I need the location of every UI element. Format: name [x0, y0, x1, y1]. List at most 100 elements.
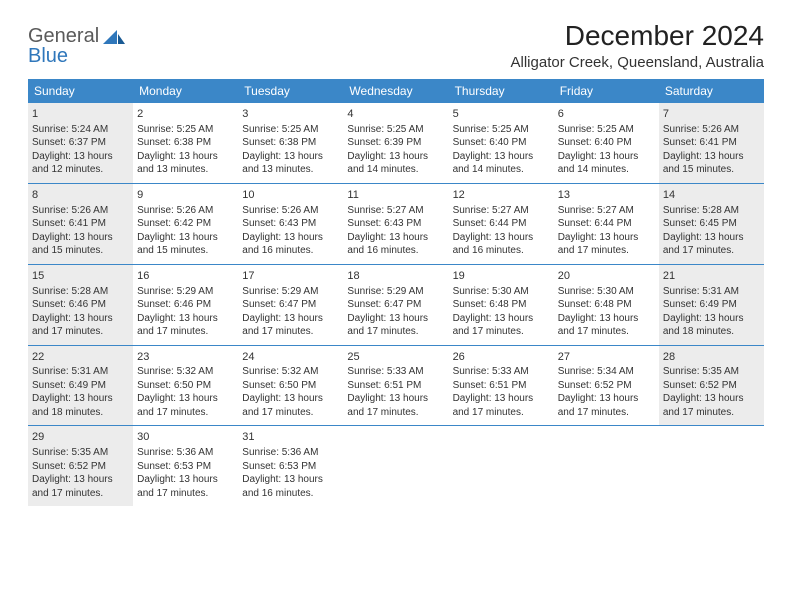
- cell-sunrise: Sunrise: 5:26 AM: [242, 204, 339, 218]
- weeks-container: 1Sunrise: 5:24 AMSunset: 6:37 PM Daylight…: [28, 103, 764, 506]
- calendar-cell: 8Sunrise: 5:26 AMSunset: 6:41 PMDaylight…: [28, 184, 133, 264]
- day-number: 23: [137, 350, 234, 365]
- location: Alligator Creek, Queensland, Australia: [511, 54, 764, 71]
- cell-daylight1: Daylight: 13 hours: [347, 392, 444, 406]
- cell-daylight1: Daylight: 13 hours: [347, 231, 444, 245]
- cell-daylight2: and 17 minutes.: [137, 487, 234, 501]
- day-number: 22: [32, 350, 129, 365]
- cell-sunrise: Sunrise: 5:25 AM: [453, 123, 550, 137]
- calendar-cell: 4Sunrise: 5:25 AMSunset: 6:39 PMDaylight…: [343, 103, 448, 183]
- cell-daylight2: and 17 minutes.: [32, 487, 129, 501]
- cell-sunrise: Sunrise: 5:32 AM: [242, 365, 339, 379]
- day-header-monday: Monday: [133, 79, 238, 103]
- day-number: 10: [242, 188, 339, 203]
- month-title: December 2024: [511, 20, 764, 52]
- cell-sunset: Sunset: 6:48 PM: [558, 298, 655, 312]
- cell-daylight1: Daylight: 13 hours: [558, 150, 655, 164]
- calendar-cell: 3Sunrise: 5:25 AMSunset: 6:38 PMDaylight…: [238, 103, 343, 183]
- cell-sunrise: Sunrise: 5:29 AM: [347, 285, 444, 299]
- page: General Blue December 2024 Alligator Cre…: [0, 0, 792, 526]
- calendar-cell: 24Sunrise: 5:32 AMSunset: 6:50 PMDayligh…: [238, 346, 343, 426]
- cell-sunrise: Sunrise: 5:27 AM: [558, 204, 655, 218]
- cell-daylight1: Daylight: 13 hours: [242, 473, 339, 487]
- cell-sunset: Sunset: 6:37 PM: [32, 136, 129, 150]
- header: General Blue December 2024 Alligator Cre…: [28, 20, 764, 71]
- logo-blue: Blue: [28, 46, 99, 66]
- calendar-cell: 26Sunrise: 5:33 AMSunset: 6:51 PMDayligh…: [449, 346, 554, 426]
- cell-sunrise: Sunrise: 5:30 AM: [453, 285, 550, 299]
- calendar-cell: [659, 426, 764, 506]
- cell-daylight2: and 17 minutes.: [242, 325, 339, 339]
- calendar: Sunday Monday Tuesday Wednesday Thursday…: [28, 79, 764, 506]
- cell-daylight2: and 15 minutes.: [32, 244, 129, 258]
- cell-daylight2: and 14 minutes.: [558, 163, 655, 177]
- cell-sunset: Sunset: 6:44 PM: [558, 217, 655, 231]
- cell-daylight2: and 13 minutes.: [242, 163, 339, 177]
- day-number: 2: [137, 107, 234, 122]
- cell-daylight1: Daylight: 13 hours: [242, 312, 339, 326]
- cell-sunrise: Sunrise: 5:26 AM: [137, 204, 234, 218]
- calendar-cell: 23Sunrise: 5:32 AMSunset: 6:50 PMDayligh…: [133, 346, 238, 426]
- calendar-cell: 7Sunrise: 5:26 AMSunset: 6:41 PMDaylight…: [659, 103, 764, 183]
- day-number: 29: [32, 430, 129, 445]
- cell-sunset: Sunset: 6:43 PM: [242, 217, 339, 231]
- cell-sunset: Sunset: 6:42 PM: [137, 217, 234, 231]
- calendar-cell: 27Sunrise: 5:34 AMSunset: 6:52 PMDayligh…: [554, 346, 659, 426]
- cell-sunrise: Sunrise: 5:36 AM: [137, 446, 234, 460]
- cell-sunset: Sunset: 6:43 PM: [347, 217, 444, 231]
- day-number: 12: [453, 188, 550, 203]
- day-number: 28: [663, 350, 760, 365]
- cell-daylight2: and 12 minutes.: [32, 163, 129, 177]
- title-block: December 2024 Alligator Creek, Queenslan…: [511, 20, 764, 71]
- logo: General Blue: [28, 20, 125, 66]
- cell-sunset: Sunset: 6:48 PM: [453, 298, 550, 312]
- cell-daylight2: and 17 minutes.: [663, 406, 760, 420]
- cell-sunset: Sunset: 6:47 PM: [242, 298, 339, 312]
- cell-daylight1: Daylight: 13 hours: [453, 231, 550, 245]
- cell-sunrise: Sunrise: 5:33 AM: [347, 365, 444, 379]
- day-number: 31: [242, 430, 339, 445]
- cell-daylight2: and 17 minutes.: [32, 325, 129, 339]
- cell-sunset: Sunset: 6:41 PM: [663, 136, 760, 150]
- day-number: 1: [32, 107, 129, 122]
- cell-daylight2: and 13 minutes.: [137, 163, 234, 177]
- calendar-cell: 5Sunrise: 5:25 AMSunset: 6:40 PMDaylight…: [449, 103, 554, 183]
- calendar-cell: 21Sunrise: 5:31 AMSunset: 6:49 PMDayligh…: [659, 265, 764, 345]
- cell-daylight2: and 17 minutes.: [453, 325, 550, 339]
- cell-sunset: Sunset: 6:53 PM: [137, 460, 234, 474]
- cell-daylight1: Daylight: 13 hours: [347, 150, 444, 164]
- cell-sunrise: Sunrise: 5:28 AM: [32, 285, 129, 299]
- cell-sunrise: Sunrise: 5:25 AM: [347, 123, 444, 137]
- cell-daylight2: and 18 minutes.: [32, 406, 129, 420]
- day-number: 17: [242, 269, 339, 284]
- cell-sunset: Sunset: 6:40 PM: [558, 136, 655, 150]
- cell-daylight1: Daylight: 13 hours: [663, 231, 760, 245]
- cell-sunrise: Sunrise: 5:25 AM: [242, 123, 339, 137]
- calendar-cell: 11Sunrise: 5:27 AMSunset: 6:43 PMDayligh…: [343, 184, 448, 264]
- cell-sunrise: Sunrise: 5:35 AM: [663, 365, 760, 379]
- cell-sunset: Sunset: 6:41 PM: [32, 217, 129, 231]
- cell-daylight1: Daylight: 13 hours: [32, 312, 129, 326]
- day-number: 14: [663, 188, 760, 203]
- cell-sunrise: Sunrise: 5:32 AM: [137, 365, 234, 379]
- day-header-wednesday: Wednesday: [343, 79, 448, 103]
- cell-sunrise: Sunrise: 5:25 AM: [137, 123, 234, 137]
- cell-sunset: Sunset: 6:40 PM: [453, 136, 550, 150]
- cell-daylight2: and 14 minutes.: [347, 163, 444, 177]
- day-number: 27: [558, 350, 655, 365]
- day-number: 13: [558, 188, 655, 203]
- cell-daylight1: Daylight: 13 hours: [32, 231, 129, 245]
- cell-sunrise: Sunrise: 5:29 AM: [242, 285, 339, 299]
- cell-daylight1: Daylight: 13 hours: [242, 231, 339, 245]
- calendar-cell: 25Sunrise: 5:33 AMSunset: 6:51 PMDayligh…: [343, 346, 448, 426]
- cell-sunset: Sunset: 6:38 PM: [137, 136, 234, 150]
- cell-sunrise: Sunrise: 5:24 AM: [32, 123, 129, 137]
- sail-icon: [103, 30, 125, 44]
- day-number: 11: [347, 188, 444, 203]
- cell-daylight1: Daylight: 13 hours: [137, 231, 234, 245]
- cell-sunset: Sunset: 6:51 PM: [347, 379, 444, 393]
- cell-daylight1: Daylight: 13 hours: [558, 231, 655, 245]
- cell-daylight2: and 17 minutes.: [347, 325, 444, 339]
- cell-sunset: Sunset: 6:51 PM: [453, 379, 550, 393]
- cell-sunset: Sunset: 6:47 PM: [347, 298, 444, 312]
